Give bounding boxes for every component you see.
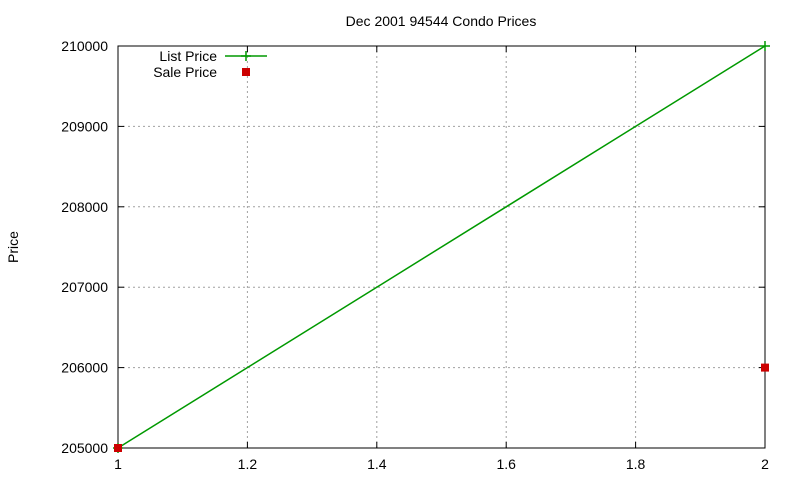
legend-plus-marker xyxy=(241,51,251,61)
y-axis-label: Price xyxy=(5,231,21,263)
y-tick-label: 205000 xyxy=(61,440,108,456)
x-tick-label: 2 xyxy=(761,456,769,472)
list-price-line xyxy=(117,45,766,449)
x-tick-label: 1.2 xyxy=(238,456,258,472)
legend-label: Sale Price xyxy=(153,64,217,80)
x-tick-label: 1.6 xyxy=(496,456,516,472)
grid xyxy=(118,46,765,448)
y-tick-label: 210000 xyxy=(61,38,108,54)
x-tick-label: 1 xyxy=(114,456,122,472)
y-tick-label: 207000 xyxy=(61,279,108,295)
y-tick-label: 206000 xyxy=(61,360,108,376)
list-price-point xyxy=(760,41,770,51)
legend-label: List Price xyxy=(159,48,217,64)
plot-frame xyxy=(117,45,766,449)
y-tick-label: 209000 xyxy=(61,118,108,134)
axes: 1 1.2 1.4 1.6 1.8 2 205000 206000 207000 208000 20… xyxy=(61,38,769,472)
y-tick-label: 208000 xyxy=(61,199,108,215)
sale-price-point xyxy=(761,363,769,372)
x-tick-label: 1.4 xyxy=(367,456,387,472)
sale-price-point xyxy=(114,444,122,452)
x-tick-label: 1.8 xyxy=(626,456,646,472)
chart-title: Dec 2001 94544 Condo Prices xyxy=(346,13,537,29)
legend-square-marker xyxy=(242,68,250,76)
series-layer xyxy=(113,41,770,453)
